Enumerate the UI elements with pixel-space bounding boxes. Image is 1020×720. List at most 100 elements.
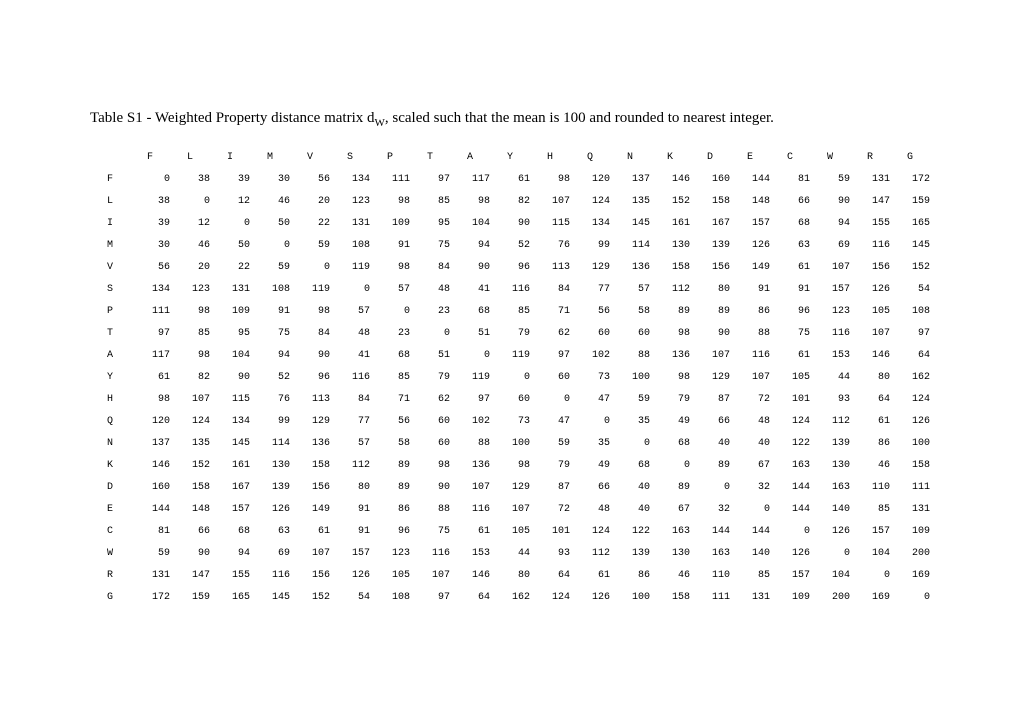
cell: 104 <box>210 345 250 367</box>
cell: 131 <box>850 169 890 191</box>
cell: 145 <box>610 213 650 235</box>
cell: 136 <box>450 455 490 477</box>
table-row: Y618290529611685791190607310098129107105… <box>90 367 930 389</box>
cell: 40 <box>610 499 650 521</box>
cell: 116 <box>410 543 450 565</box>
cell: 112 <box>810 411 850 433</box>
cell: 60 <box>410 411 450 433</box>
cell: 112 <box>330 455 370 477</box>
cell: 84 <box>290 323 330 345</box>
cell: 82 <box>170 367 210 389</box>
cell: 108 <box>890 301 930 323</box>
cell: 0 <box>210 213 250 235</box>
cell: 126 <box>810 521 850 543</box>
table-row: D160158167139156808990107129876640890321… <box>90 477 930 499</box>
cell: 82 <box>490 191 530 213</box>
cell: 66 <box>690 411 730 433</box>
cell: 140 <box>730 543 770 565</box>
table-title: Table S1 - Weighted Property distance ma… <box>90 110 930 129</box>
table-row: E144148157126149918688116107724840673201… <box>90 499 930 521</box>
cell: 30 <box>130 235 170 257</box>
cell: 126 <box>250 499 290 521</box>
cell: 38 <box>170 169 210 191</box>
cell: 20 <box>170 257 210 279</box>
table-row: C816668636191967561105101124122163144144… <box>90 521 930 543</box>
cell: 59 <box>130 543 170 565</box>
cell: 61 <box>450 521 490 543</box>
col-header: W <box>810 147 850 169</box>
table-body: F038393056134111971176198120137146160144… <box>90 169 930 609</box>
col-header: S <box>330 147 370 169</box>
cell: 159 <box>170 587 210 609</box>
cell: 136 <box>650 345 690 367</box>
cell: 109 <box>770 587 810 609</box>
cell: 146 <box>450 565 490 587</box>
cell: 99 <box>570 235 610 257</box>
col-header: T <box>410 147 450 169</box>
cell: 97 <box>410 587 450 609</box>
row-header: P <box>90 301 130 323</box>
cell: 97 <box>450 389 490 411</box>
cell: 117 <box>130 345 170 367</box>
cell: 90 <box>170 543 210 565</box>
cell: 76 <box>530 235 570 257</box>
cell: 134 <box>330 169 370 191</box>
cell: 40 <box>690 433 730 455</box>
cell: 90 <box>290 345 330 367</box>
cell: 89 <box>650 477 690 499</box>
table-row: Q120124134991297756601027347035496648124… <box>90 411 930 433</box>
cell: 0 <box>650 455 690 477</box>
cell: 86 <box>610 565 650 587</box>
cell: 59 <box>530 433 570 455</box>
cell: 107 <box>450 477 490 499</box>
cell: 124 <box>170 411 210 433</box>
cell: 149 <box>290 499 330 521</box>
cell: 157 <box>210 499 250 521</box>
cell: 85 <box>410 191 450 213</box>
cell: 0 <box>850 565 890 587</box>
cell: 95 <box>210 323 250 345</box>
row-header: F <box>90 169 130 191</box>
cell: 119 <box>450 367 490 389</box>
col-header: V <box>290 147 330 169</box>
cell: 97 <box>410 169 450 191</box>
cell: 98 <box>370 257 410 279</box>
cell: 101 <box>530 521 570 543</box>
cell: 88 <box>410 499 450 521</box>
cell: 32 <box>730 477 770 499</box>
cell: 41 <box>330 345 370 367</box>
cell: 88 <box>730 323 770 345</box>
table-row: N137135145114136575860881005935068404012… <box>90 433 930 455</box>
cell: 112 <box>570 543 610 565</box>
cell: 96 <box>290 367 330 389</box>
cell: 107 <box>530 191 570 213</box>
cell: 163 <box>650 521 690 543</box>
cell: 68 <box>370 345 410 367</box>
cell: 91 <box>770 279 810 301</box>
cell: 156 <box>290 477 330 499</box>
cell: 139 <box>810 433 850 455</box>
cell: 120 <box>130 411 170 433</box>
cell: 0 <box>250 235 290 257</box>
cell: 20 <box>290 191 330 213</box>
cell: 148 <box>170 499 210 521</box>
cell: 107 <box>810 257 850 279</box>
cell: 0 <box>410 323 450 345</box>
cell: 116 <box>330 367 370 389</box>
cell: 158 <box>890 455 930 477</box>
cell: 94 <box>450 235 490 257</box>
cell: 123 <box>370 543 410 565</box>
cell: 46 <box>650 565 690 587</box>
cell: 145 <box>890 235 930 257</box>
cell: 68 <box>610 455 650 477</box>
cell: 117 <box>450 169 490 191</box>
cell: 172 <box>130 587 170 609</box>
row-header: E <box>90 499 130 521</box>
cell: 160 <box>690 169 730 191</box>
cell: 0 <box>730 499 770 521</box>
cell: 126 <box>890 411 930 433</box>
cell: 73 <box>570 367 610 389</box>
cell: 76 <box>250 389 290 411</box>
cell: 79 <box>650 389 690 411</box>
col-header: R <box>850 147 890 169</box>
